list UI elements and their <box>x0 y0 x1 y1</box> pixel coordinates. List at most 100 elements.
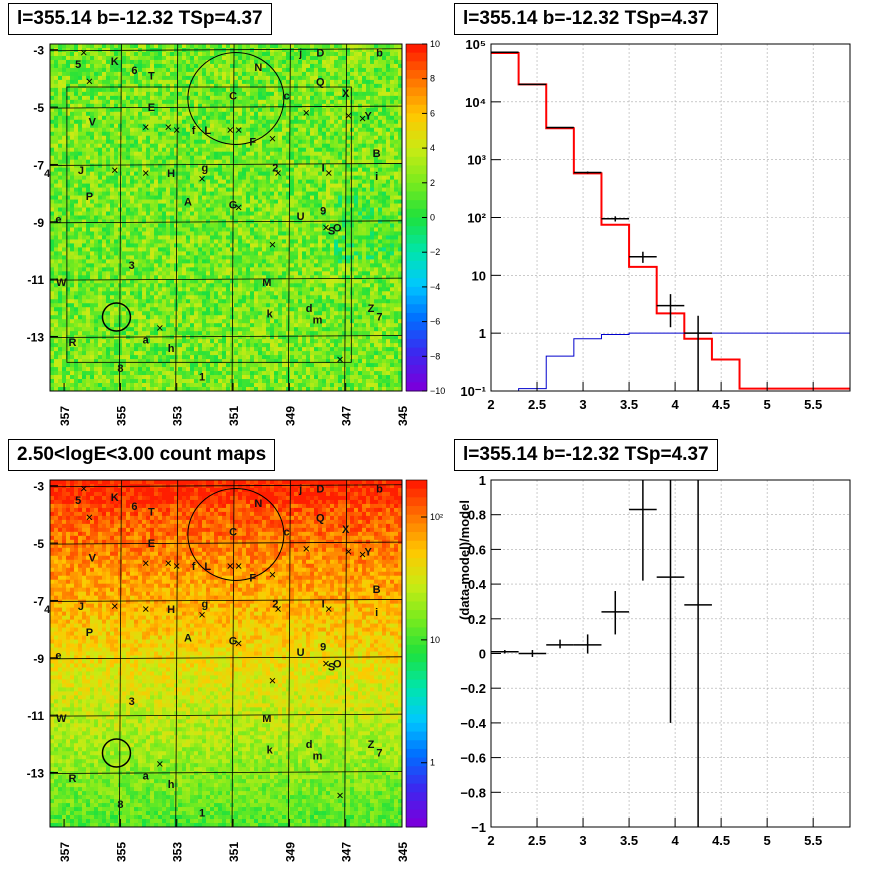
map-pixel <box>302 83 307 89</box>
map-pixel <box>246 239 251 244</box>
map-pixel <box>254 51 259 57</box>
map-pixel <box>182 239 187 244</box>
map-pixel <box>98 151 103 157</box>
map-pixel <box>130 107 135 113</box>
map-pixel <box>102 143 107 149</box>
map-pixel <box>366 59 371 65</box>
map-pixel <box>382 195 387 200</box>
map-pixel <box>354 207 359 212</box>
map-pixel <box>162 83 167 89</box>
map-pixel <box>110 95 115 101</box>
map-pixel <box>142 135 147 141</box>
map-pixel <box>254 71 259 77</box>
map-pixel <box>130 199 135 204</box>
map-pixel <box>122 159 127 165</box>
map-pixel <box>262 231 267 236</box>
map-pixel <box>118 167 123 173</box>
map-pixel <box>86 151 91 157</box>
map-pixel <box>150 167 155 173</box>
map-pixel <box>214 51 219 57</box>
map-pixel <box>310 163 315 169</box>
map-pixel <box>94 255 99 260</box>
map-pixel <box>298 223 303 228</box>
map-pixel <box>162 44 167 49</box>
map-pixel <box>274 47 279 53</box>
map-pixel <box>90 255 95 260</box>
map-pixel <box>122 263 127 268</box>
map-pixel <box>290 63 295 69</box>
map-pixel <box>90 167 95 173</box>
map-pixel <box>242 123 247 129</box>
map-pixel <box>346 79 351 85</box>
map-pixel <box>310 167 315 173</box>
map-pixel <box>190 91 195 97</box>
map-pixel <box>370 139 375 145</box>
map-pixel <box>338 199 343 204</box>
map-pixel <box>334 191 339 196</box>
map-pixel <box>110 207 115 212</box>
map-pixel <box>154 67 159 73</box>
map-pixel <box>290 91 295 97</box>
map-pixel <box>302 119 307 125</box>
map-pixel <box>382 175 387 181</box>
map-pixel <box>58 47 63 53</box>
map-pixel <box>170 251 175 256</box>
map-pixel <box>218 171 223 177</box>
map-pixel <box>354 239 359 244</box>
map-pixel <box>254 87 259 93</box>
map-pixel <box>294 131 299 137</box>
map-pixel <box>86 203 91 208</box>
map-pixel <box>90 83 95 89</box>
map-pixel <box>354 131 359 137</box>
map-pixel <box>350 251 355 256</box>
map-pixel <box>346 167 351 173</box>
map-pixel <box>130 44 135 49</box>
map-pixel <box>338 159 343 165</box>
map-pixel <box>70 44 75 49</box>
map-pixel <box>270 131 275 137</box>
map-pixel <box>146 267 151 272</box>
map-pixel <box>150 203 155 208</box>
map-pixel <box>202 211 207 216</box>
map-pixel <box>326 179 331 184</box>
map-pixel <box>382 135 387 141</box>
map-pixel <box>378 183 383 188</box>
map-pixel <box>338 251 343 256</box>
map-pixel <box>234 171 239 177</box>
map-pixel <box>262 127 267 133</box>
map-pixel <box>206 111 211 117</box>
map-pixel <box>122 119 127 125</box>
map-pixel <box>238 75 243 81</box>
map-pixel <box>294 67 299 73</box>
map-pixel <box>274 255 279 260</box>
map-pixel <box>226 267 231 272</box>
map-pixel <box>110 223 115 228</box>
map-pixel <box>286 263 291 268</box>
map-pixel <box>374 127 379 133</box>
map-pixel <box>150 119 155 125</box>
map-pixel <box>206 259 211 264</box>
map-pixel <box>78 147 83 153</box>
map-pixel <box>298 175 303 181</box>
map-pixel <box>106 103 111 109</box>
map-pixel <box>134 207 139 212</box>
map-pixel <box>214 183 219 188</box>
map-pixel <box>222 155 227 161</box>
map-pixel <box>354 51 359 57</box>
map-pixel <box>110 231 115 236</box>
map-pixel <box>178 67 183 73</box>
map-pixel <box>294 59 299 65</box>
map-pixel <box>282 71 287 77</box>
map-pixel <box>134 139 139 145</box>
map-pixel <box>302 71 307 77</box>
map-pixel <box>126 127 131 133</box>
map-pixel <box>290 127 295 133</box>
map-pixel <box>182 139 187 145</box>
map-pixel <box>258 247 263 252</box>
map-pixel <box>74 67 79 73</box>
map-pixel <box>258 223 263 228</box>
map-pixel <box>262 247 267 252</box>
map-pixel <box>114 267 119 272</box>
map-pixel <box>362 127 367 133</box>
map-pixel <box>310 235 315 240</box>
